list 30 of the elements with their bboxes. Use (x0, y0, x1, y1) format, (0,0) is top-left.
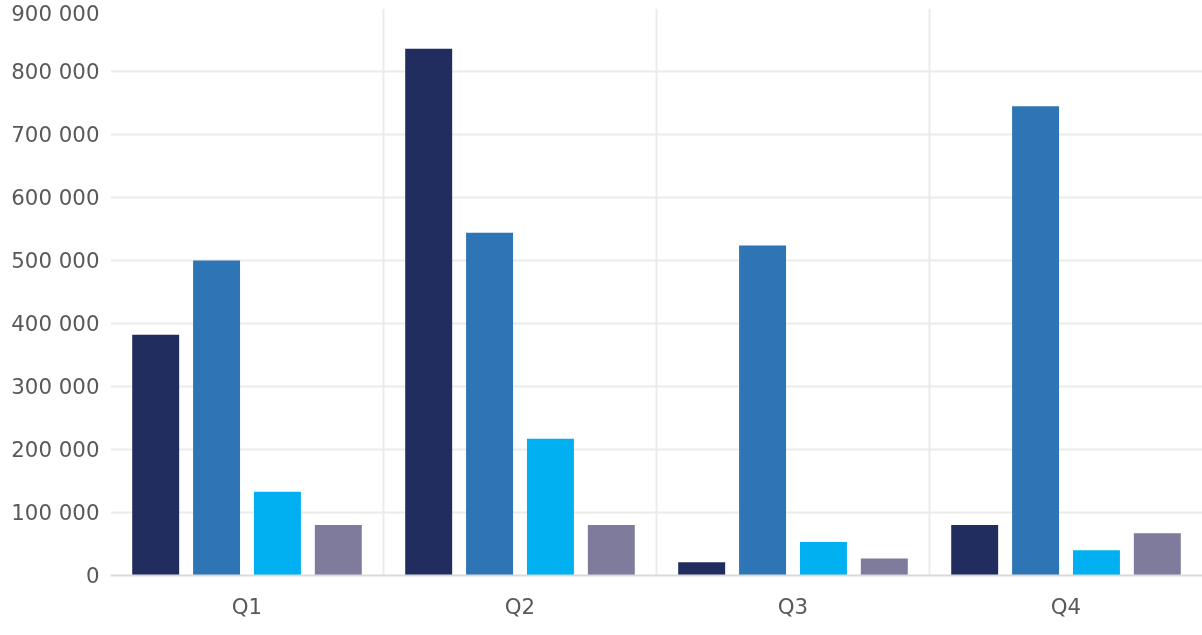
x-tick-label: Q2 (504, 593, 536, 619)
x-tick-label: Q1 (231, 593, 263, 619)
bar (253, 491, 301, 576)
bar (1072, 550, 1120, 576)
bar (526, 438, 574, 576)
y-tick-label: 200 000 (11, 437, 100, 462)
x-tick-label: Q3 (777, 593, 809, 619)
bar (951, 525, 999, 576)
bar (587, 525, 635, 576)
bar (678, 562, 726, 576)
bar (860, 558, 908, 576)
y-tick-label: 100 000 (11, 500, 100, 525)
y-tick-label: 0 (85, 563, 100, 588)
bar (193, 260, 241, 576)
bar (314, 525, 362, 576)
y-tick-label: 500 000 (11, 248, 100, 273)
x-tick-label: Q4 (1050, 593, 1082, 619)
bar (1012, 106, 1060, 576)
y-tick-label: 900 000 (11, 0, 100, 26)
bar (466, 232, 514, 576)
y-tick-label: 300 000 (11, 374, 100, 399)
bar (739, 245, 787, 576)
y-tick-label: 700 000 (11, 122, 100, 147)
bar (799, 542, 847, 576)
bar (405, 48, 453, 576)
y-tick-label: 800 000 (11, 59, 100, 84)
y-tick-label: 400 000 (11, 311, 100, 336)
y-tick-label: 600 000 (11, 185, 100, 210)
bar (1133, 533, 1181, 576)
bar (132, 334, 180, 576)
